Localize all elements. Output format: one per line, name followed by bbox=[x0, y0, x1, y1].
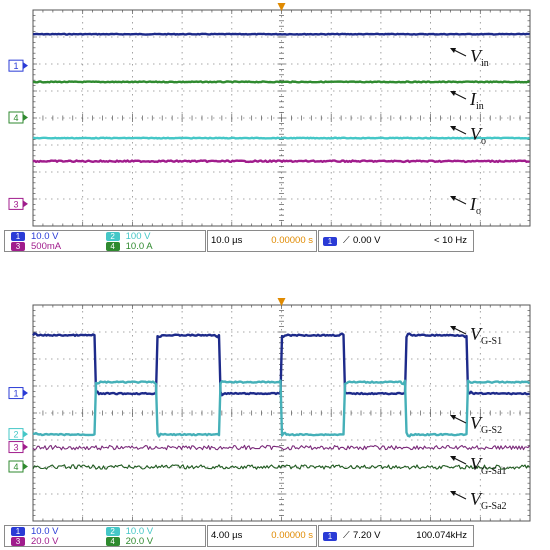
annotation-arrow-head bbox=[450, 91, 456, 96]
trace-label-subscript: o bbox=[481, 136, 486, 147]
scale-row-1: 1 10.0 V 2 10.0 V bbox=[11, 526, 153, 537]
channel-marker-arrow bbox=[23, 430, 28, 438]
trigger-time: 0.00000 s bbox=[271, 235, 313, 246]
channel-marker-label: 3 bbox=[13, 443, 18, 453]
scale-value: 10.0 V bbox=[31, 231, 59, 242]
trace-label-subscript: G-S1 bbox=[481, 336, 502, 347]
channel-badge: 1 bbox=[11, 232, 25, 241]
annotation-arrow-head bbox=[450, 48, 456, 53]
channel-marker-arrow bbox=[23, 443, 28, 451]
trace-ch1 bbox=[32, 32, 530, 36]
scale-row-2: 3 500mA 4 10.0 A bbox=[11, 241, 153, 252]
timebase-value: 10.0 µs bbox=[211, 235, 243, 246]
frequency-readout: 100.074kHz bbox=[416, 530, 467, 541]
channel-marker-arrow bbox=[23, 389, 28, 397]
scale-value: 20.0 V bbox=[31, 536, 59, 547]
channel-marker-label: 2 bbox=[13, 430, 18, 440]
channel-badge: 3 bbox=[11, 537, 25, 546]
timebase-value: 4.00 µs bbox=[211, 530, 243, 541]
scale-value: 100 V bbox=[125, 231, 151, 242]
trigger-position-icon bbox=[277, 3, 286, 11]
channel-badge: 4 bbox=[105, 537, 120, 546]
trace-ch4 bbox=[32, 80, 530, 84]
channel-marker-arrow bbox=[23, 62, 28, 70]
channel-marker-arrow bbox=[23, 463, 28, 470]
channel-marker-arrow bbox=[23, 114, 28, 121]
channel-marker-label: 4 bbox=[13, 462, 18, 472]
scale-row-1: 1 10.0 V 2 100 V bbox=[11, 231, 150, 242]
channel-badge: 1 bbox=[11, 527, 25, 536]
channel-marker: 2 bbox=[8, 428, 28, 441]
channel-marker-label: 3 bbox=[13, 199, 18, 209]
scale-value: 500mA bbox=[31, 241, 62, 252]
annotation-arrow-head bbox=[450, 491, 456, 496]
channel-marker: 4 bbox=[8, 460, 28, 473]
trace-ch4 bbox=[32, 464, 530, 470]
channel-badge: 2 bbox=[105, 527, 120, 536]
trigger-channel-badge: 1 bbox=[323, 236, 337, 246]
timebase-box-1: 10.0 µs 0.00000 s bbox=[207, 230, 317, 252]
trace-ch1 bbox=[32, 332, 530, 397]
channel-marker-label: 1 bbox=[13, 389, 18, 399]
channel-marker: 3 bbox=[8, 441, 28, 454]
channel-marker: 4 bbox=[8, 111, 28, 124]
trace-label-subscript: G-Sa2 bbox=[481, 501, 507, 512]
trace-label-subscript: G-S2 bbox=[481, 425, 502, 436]
scope-panel-1: 1 4 3 Vin Iin Vo Io 1 10.0 V 2 100 V 3 500mA 4 10.… bbox=[0, 0, 550, 255]
scale-row-2: 3 20.0 V 4 20.0 V bbox=[11, 536, 153, 547]
annotation-arrow-head bbox=[450, 326, 456, 331]
annotation-arrow-head bbox=[450, 456, 456, 461]
trigger-level: 0.00 V bbox=[353, 235, 381, 246]
trigger-slope-icon: ⟋ bbox=[343, 235, 350, 246]
channel-marker: 1 bbox=[8, 387, 28, 400]
scale-value: 10.0 A bbox=[125, 241, 153, 252]
trigger-position-icon bbox=[277, 298, 286, 306]
trigger-time: 0.00000 s bbox=[271, 530, 313, 541]
scale-value: 10.0 V bbox=[125, 526, 154, 537]
trace-ch2 bbox=[32, 379, 531, 438]
channel-badge: 3 bbox=[11, 242, 25, 251]
channel-marker-arrow bbox=[23, 200, 28, 208]
status-bar-1: 1 10.0 V 2 100 V 3 500mA 4 10.0 A 10.0 µs 0.… bbox=[0, 230, 550, 252]
channel-marker: 3 bbox=[8, 197, 28, 210]
channel-marker-label: 1 bbox=[13, 61, 18, 71]
channel-marker: 1 bbox=[8, 59, 28, 72]
trigger-level: 7.20 V bbox=[353, 530, 381, 541]
annotation-arrow-head bbox=[450, 126, 456, 131]
scale-value: 20.0 V bbox=[125, 536, 154, 547]
channel-marker-label: 4 bbox=[13, 113, 18, 123]
trace-label-subscript: G-Sa1 bbox=[481, 466, 507, 477]
trace-label-subscript: o bbox=[476, 206, 481, 217]
trace-annotation: Io bbox=[450, 194, 481, 217]
trace-ch3 bbox=[32, 159, 530, 164]
channel-badge: 2 bbox=[105, 232, 120, 241]
trace-label-subscript: in bbox=[481, 58, 489, 69]
trigger-channel-badge: 1 bbox=[323, 531, 337, 541]
scale-value: 10.0 V bbox=[31, 526, 59, 537]
annotation-arrow-head bbox=[450, 196, 456, 201]
annotation-arrow-head bbox=[450, 415, 456, 420]
frequency-readout: < 10 Hz bbox=[433, 235, 467, 246]
channel-badge: 4 bbox=[105, 242, 120, 251]
scope-panel-2: 1 2 3 4 VG-S1 VG-S2 VG-Sa1 VG-Sa2 1 10.0 V 2 10.0… bbox=[0, 295, 550, 550]
trace-label-subscript: in bbox=[476, 101, 484, 112]
channel-scales-1: 1 10.0 V 2 100 V 3 500mA 4 10.0 A bbox=[4, 230, 206, 252]
trace-ch2 bbox=[32, 136, 530, 140]
trigger-box-2: 1 ⟋ 7.20 V 100.074kHz bbox=[318, 525, 474, 547]
trace-ch3 bbox=[32, 444, 530, 451]
status-bar-2: 1 10.0 V 2 10.0 V 3 20.0 V 4 20.0 V 4.00 µs … bbox=[0, 525, 550, 547]
trigger-slope-icon: ⟋ bbox=[343, 530, 350, 541]
timebase-box-2: 4.00 µs 0.00000 s bbox=[207, 525, 317, 547]
channel-scales-2: 1 10.0 V 2 10.0 V 3 20.0 V 4 20.0 V bbox=[4, 525, 206, 547]
trigger-box-1: 1 ⟋ 0.00 V < 10 Hz bbox=[318, 230, 474, 252]
